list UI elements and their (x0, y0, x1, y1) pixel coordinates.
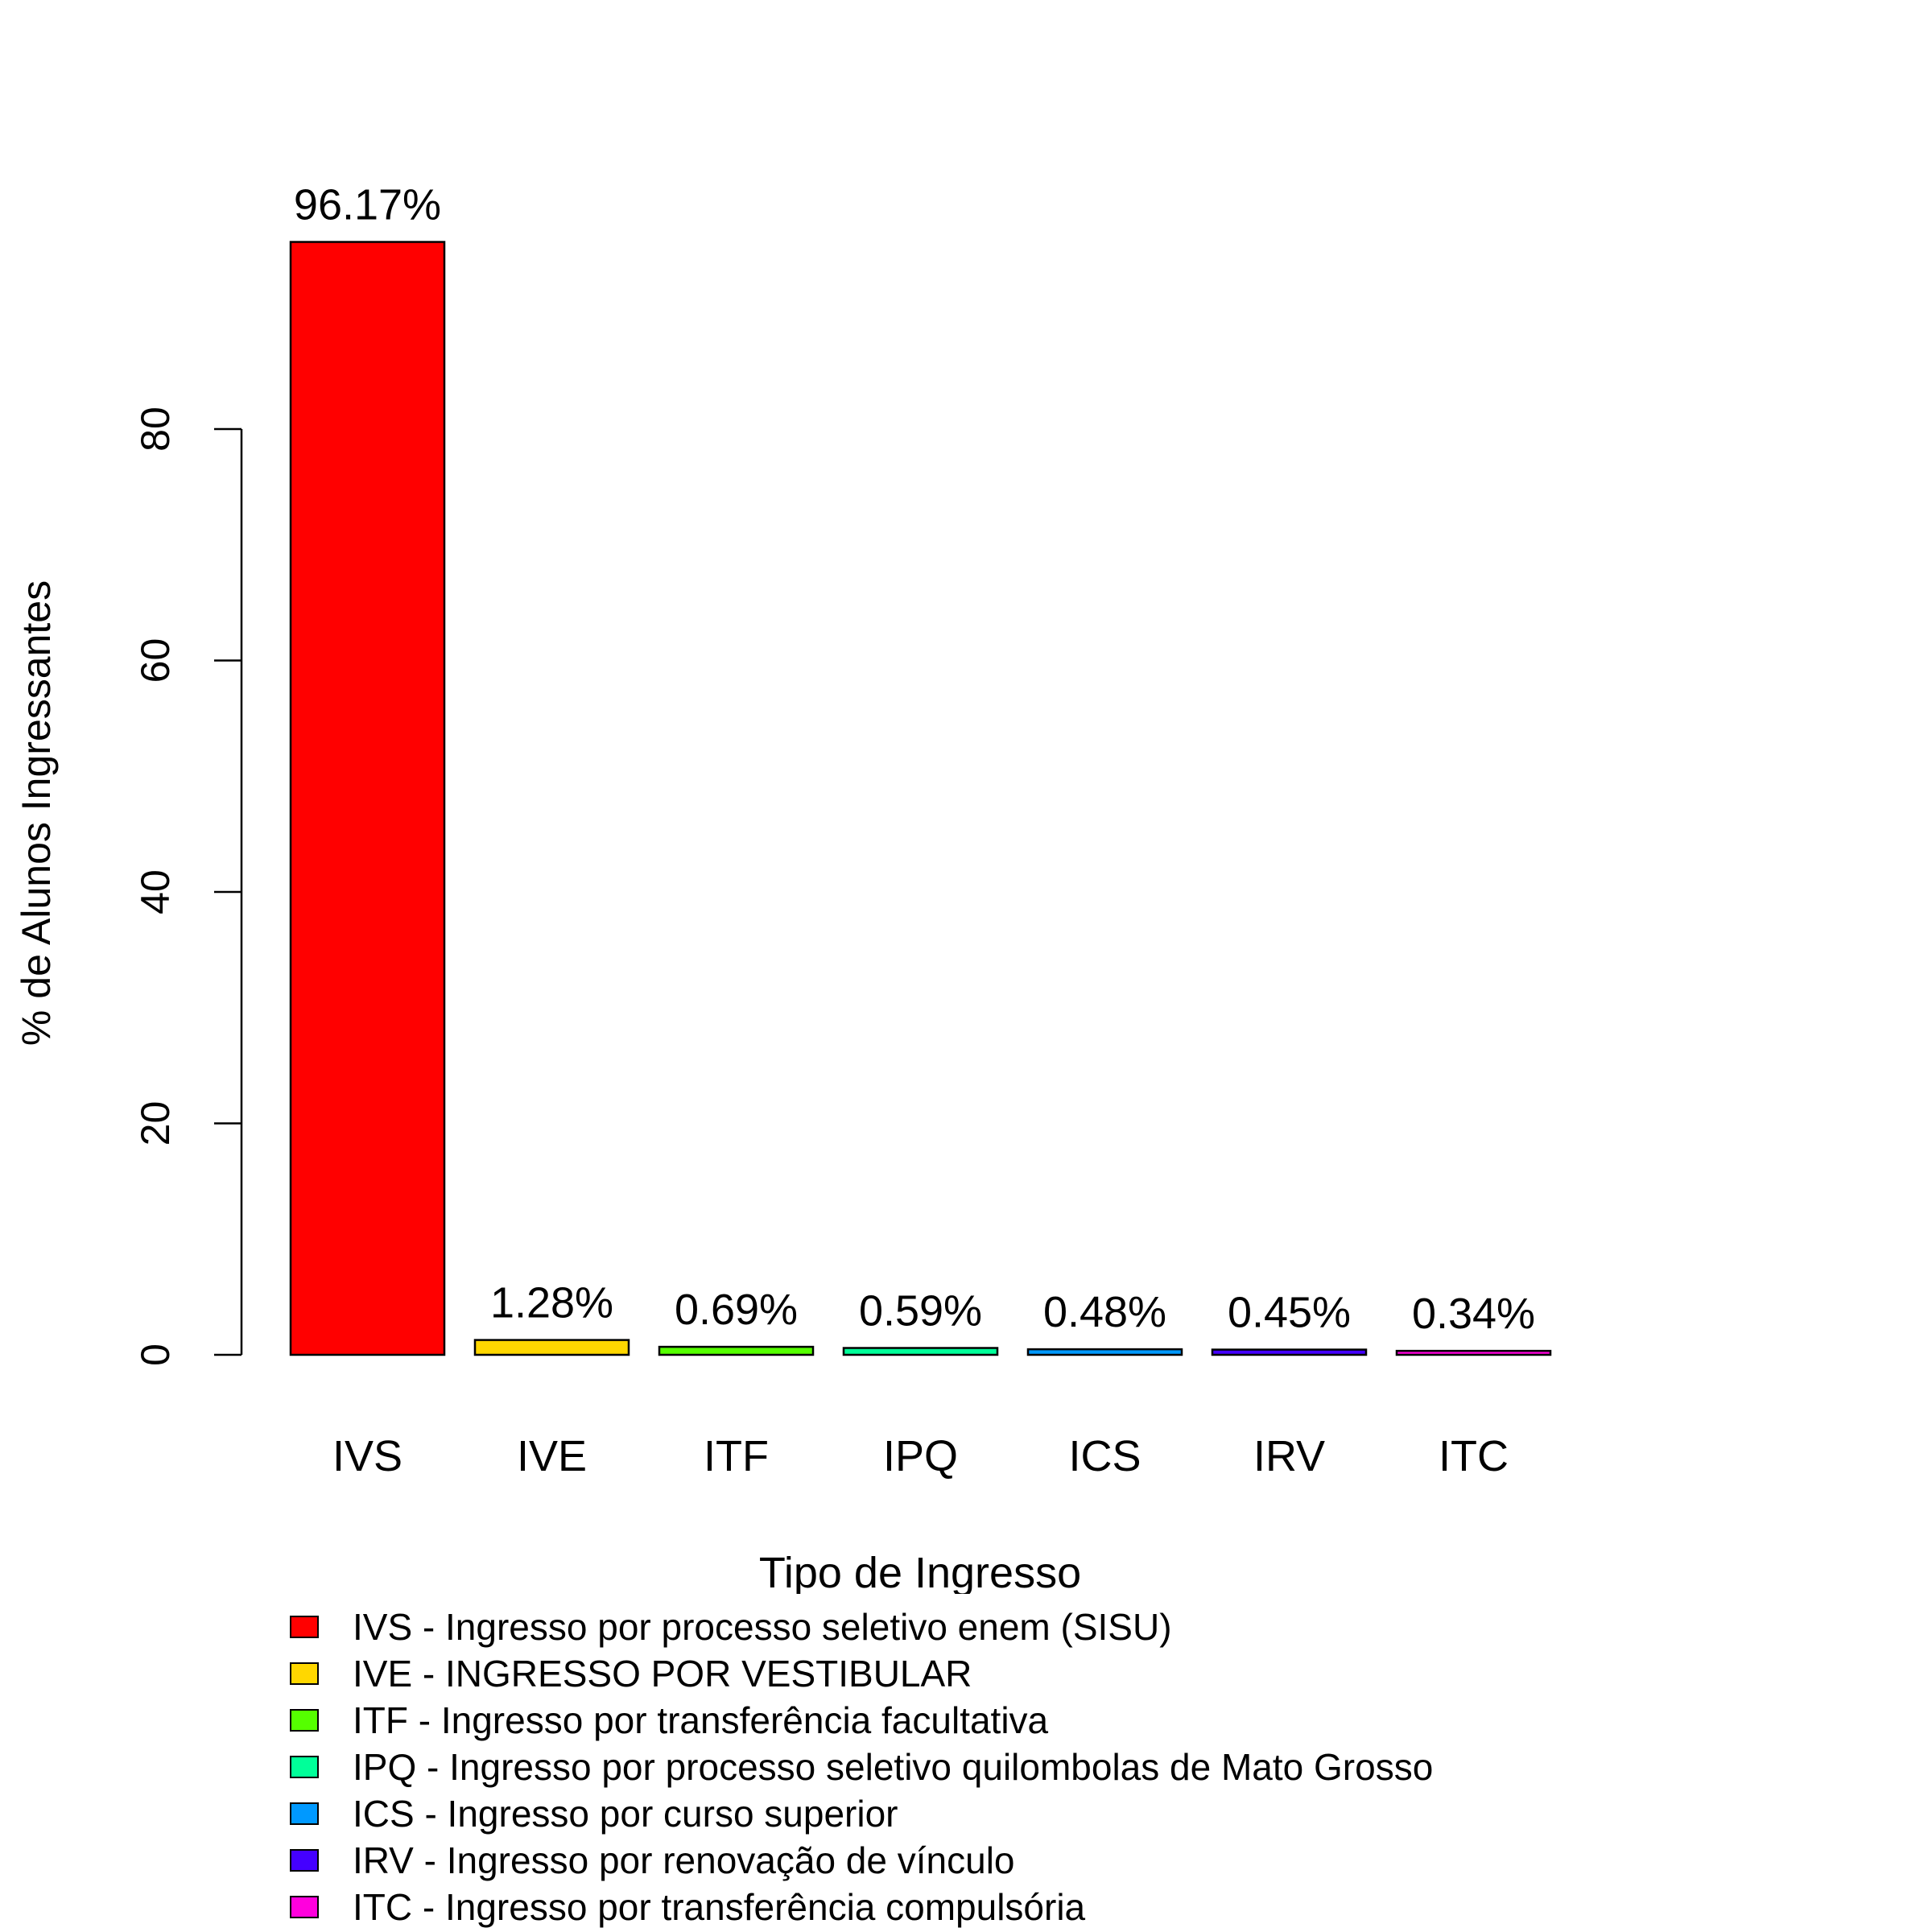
legend-label: IPQ - Ingresso por processo seletivo qui… (353, 1746, 1434, 1788)
value-labels: 96.17% 1.28% 0.69% 0.59% 0.48% 0.45% 0.34% (294, 181, 1535, 1339)
legend-swatch (290, 1849, 319, 1872)
x-tick-labels: IVS IVE ITF IPQ ICS IRV ITC (332, 1432, 1509, 1480)
legend-swatch (290, 1896, 319, 1918)
y-tick-label: 40 (133, 869, 178, 914)
legend-swatch (290, 1662, 319, 1685)
legend-item-irv: IRV - Ingresso por renovação de vínculo (290, 1837, 1433, 1884)
bars (289, 241, 1552, 1356)
value-label-itf: 0.69% (675, 1286, 798, 1334)
legend-label: IRV - Ingresso por renovação de vínculo (353, 1839, 1015, 1881)
bar-irv (1211, 1348, 1368, 1356)
bar-ics (1026, 1348, 1183, 1356)
y-tick-label: 0 (133, 1344, 178, 1366)
legend-swatch (290, 1802, 319, 1825)
legend-label: ICS - Ingresso por curso superior (353, 1793, 898, 1835)
x-tick-label-itc: ITC (1439, 1432, 1509, 1480)
bar-itc (1395, 1349, 1552, 1356)
bar-itf (658, 1345, 815, 1356)
legend-swatch (290, 1756, 319, 1778)
legend: IVS - Ingresso por processo seletivo ene… (290, 1604, 1433, 1930)
legend-label: ITC - Ingresso por transferência compuls… (353, 1886, 1086, 1928)
x-tick-label-ivs: IVS (332, 1432, 402, 1480)
x-tick-label-ipq: IPQ (883, 1432, 958, 1480)
bar-ivs (289, 241, 446, 1356)
value-label-ipq: 0.59% (859, 1287, 982, 1335)
legend-item-ivs: IVS - Ingresso por processo seletivo ene… (290, 1604, 1433, 1650)
y-axis-label: % de Alunos Ingressantes (14, 580, 59, 1046)
legend-item-itc: ITC - Ingresso por transferência compuls… (290, 1884, 1433, 1930)
value-label-ive: 1.28% (490, 1279, 613, 1327)
value-label-ivs: 96.17% (294, 181, 441, 229)
bar-chart: 0 20 40 60 80 96.17% 1.28% 0.69% 0.59% 0.48% 0.45… (14, 181, 1552, 1594)
legend-item-ics: ICS - Ingresso por curso superior (290, 1790, 1433, 1837)
y-tick-label: 60 (133, 638, 178, 683)
value-label-ics: 0.48% (1043, 1288, 1166, 1336)
bar-ive (473, 1339, 630, 1356)
x-tick-label-irv: IRV (1253, 1432, 1325, 1480)
legend-item-ipq: IPQ - Ingresso por processo seletivo qui… (290, 1744, 1433, 1790)
legend-label: ITF - Ingresso por transferência faculta… (353, 1699, 1049, 1741)
legend-swatch (290, 1616, 319, 1638)
legend-label: IVE - INGRESSO POR VESTIBULAR (353, 1653, 972, 1695)
y-tick-label: 20 (133, 1101, 178, 1146)
bar-ipq (842, 1347, 999, 1356)
legend-item-itf: ITF - Ingresso por transferência faculta… (290, 1697, 1433, 1744)
x-tick-label-itf: ITF (704, 1432, 769, 1480)
value-label-itc: 0.34% (1412, 1290, 1535, 1338)
x-axis-label: Tipo de Ingresso (759, 1549, 1081, 1594)
y-axis: 0 20 40 60 80 (133, 407, 243, 1366)
x-tick-label-ics: ICS (1068, 1432, 1141, 1480)
legend-swatch (290, 1709, 319, 1732)
legend-label: IVS - Ingresso por processo seletivo ene… (353, 1606, 1172, 1648)
x-tick-label-ive: IVE (517, 1432, 587, 1480)
value-label-irv: 0.45% (1228, 1289, 1351, 1337)
legend-item-ive: IVE - INGRESSO POR VESTIBULAR (290, 1650, 1433, 1697)
y-tick-label: 80 (133, 407, 178, 452)
